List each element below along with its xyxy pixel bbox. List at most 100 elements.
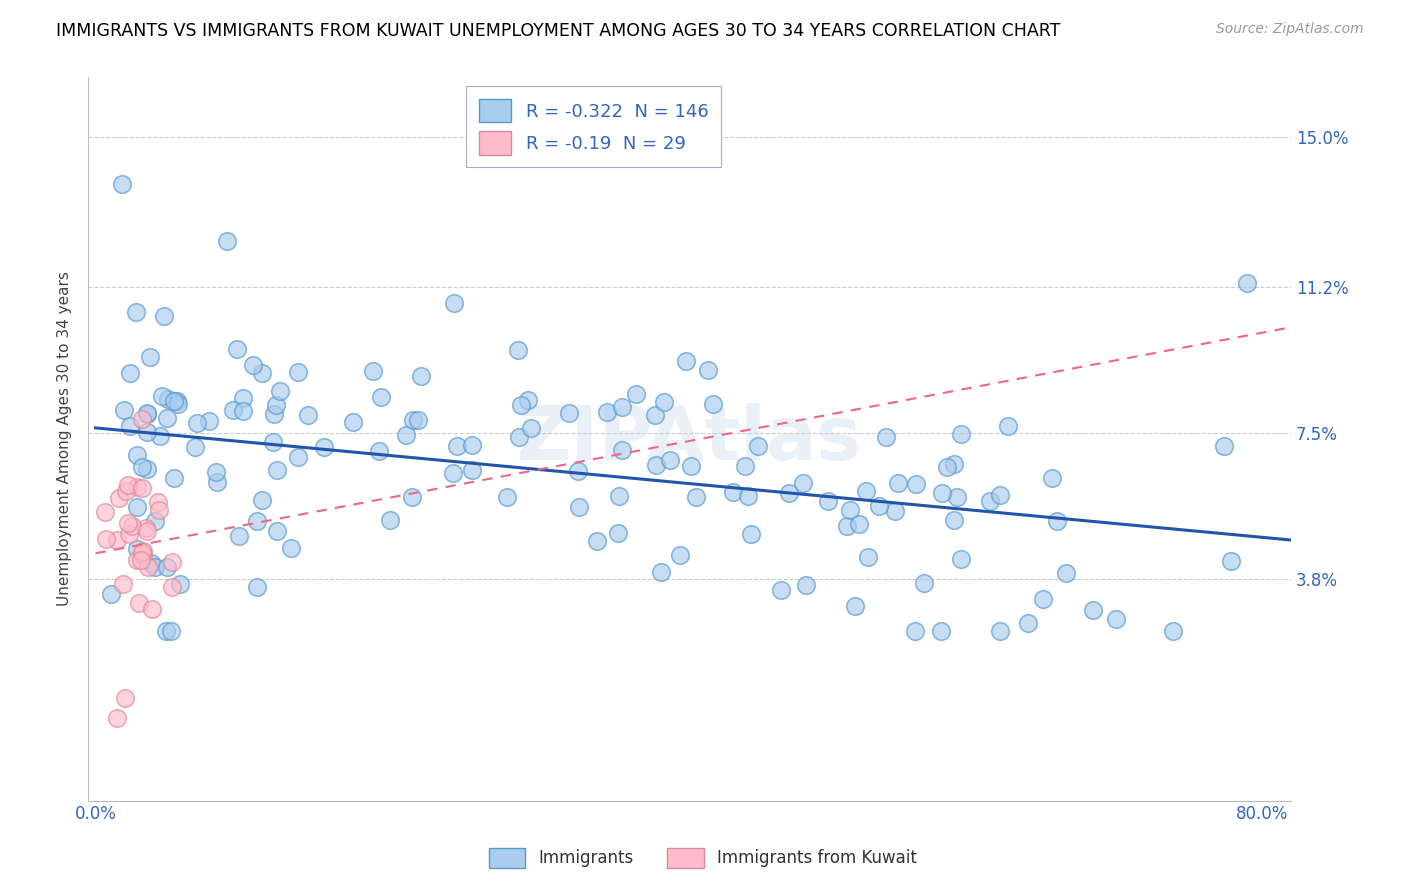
Point: [160, 555, 183, 569]
Point: [169, 577, 191, 591]
Point: [262, 434, 284, 449]
Point: [361, 364, 384, 378]
Point: [650, 565, 672, 579]
Point: [778, 485, 800, 500]
Point: [904, 624, 927, 638]
Text: IMMIGRANTS VS IMMIGRANTS FROM KUWAIT UNEMPLOYMENT AMONG AGES 30 TO 34 YEARS CORR: IMMIGRANTS VS IMMIGRANTS FROM KUWAIT UNE…: [56, 22, 1060, 40]
Point: [702, 397, 724, 411]
Point: [949, 427, 972, 442]
Point: [118, 367, 141, 381]
Point: [135, 407, 157, 421]
Point: [884, 503, 907, 517]
Point: [232, 404, 254, 418]
Point: [118, 527, 141, 541]
Point: [844, 599, 866, 613]
Point: [679, 459, 702, 474]
Point: [496, 490, 519, 504]
Point: [988, 624, 1011, 638]
Point: [94, 533, 117, 547]
Point: [1032, 592, 1054, 607]
Point: [287, 450, 309, 465]
Point: [685, 490, 707, 504]
Point: [242, 358, 264, 372]
Point: [117, 516, 139, 530]
Point: [135, 425, 157, 439]
Point: [205, 475, 228, 490]
Point: [856, 550, 879, 565]
Point: [1212, 439, 1234, 453]
Point: [838, 503, 860, 517]
Point: [149, 428, 172, 442]
Point: [131, 459, 153, 474]
Point: [734, 458, 756, 473]
Point: [105, 711, 128, 725]
Point: [155, 624, 177, 638]
Point: [266, 524, 288, 538]
Point: [411, 368, 433, 383]
Point: [446, 439, 468, 453]
Point: [988, 488, 1011, 502]
Point: [131, 545, 153, 559]
Point: [150, 389, 173, 403]
Point: [135, 524, 157, 538]
Point: [395, 427, 418, 442]
Point: [1054, 566, 1077, 580]
Point: [117, 478, 139, 492]
Point: [146, 495, 169, 509]
Point: [138, 350, 160, 364]
Point: [675, 354, 697, 368]
Point: [558, 406, 581, 420]
Point: [935, 460, 957, 475]
Point: [848, 516, 870, 531]
Point: [367, 444, 389, 458]
Point: [125, 448, 148, 462]
Point: [314, 440, 336, 454]
Point: [659, 452, 682, 467]
Point: [997, 419, 1019, 434]
Point: [163, 394, 186, 409]
Point: [226, 342, 249, 356]
Point: [342, 415, 364, 429]
Point: [280, 541, 302, 556]
Point: [516, 392, 538, 407]
Point: [979, 494, 1001, 508]
Point: [912, 576, 935, 591]
Point: [904, 477, 927, 491]
Text: ZIPAtlas: ZIPAtlas: [517, 402, 862, 475]
Point: [287, 365, 309, 379]
Point: [135, 406, 157, 420]
Point: [721, 484, 744, 499]
Point: [141, 601, 163, 615]
Point: [596, 404, 619, 418]
Point: [125, 541, 148, 556]
Point: [669, 548, 692, 562]
Point: [943, 513, 966, 527]
Point: [121, 518, 143, 533]
Point: [264, 398, 287, 412]
Point: [401, 490, 423, 504]
Point: [508, 430, 530, 444]
Point: [160, 624, 183, 638]
Point: [931, 485, 953, 500]
Point: [945, 491, 967, 505]
Text: Source: ZipAtlas.com: Source: ZipAtlas.com: [1216, 22, 1364, 37]
Point: [125, 480, 148, 494]
Point: [1161, 624, 1184, 638]
Point: [183, 441, 205, 455]
Point: [166, 394, 188, 409]
Point: [266, 462, 288, 476]
Point: [835, 518, 858, 533]
Point: [120, 418, 142, 433]
Point: [461, 463, 484, 477]
Point: [157, 392, 180, 406]
Point: [1040, 471, 1063, 485]
Point: [228, 529, 250, 543]
Point: [269, 384, 291, 399]
Point: [769, 582, 792, 597]
Point: [112, 402, 135, 417]
Point: [167, 397, 190, 411]
Point: [132, 544, 155, 558]
Point: [950, 552, 973, 566]
Point: [131, 412, 153, 426]
Point: [1105, 612, 1128, 626]
